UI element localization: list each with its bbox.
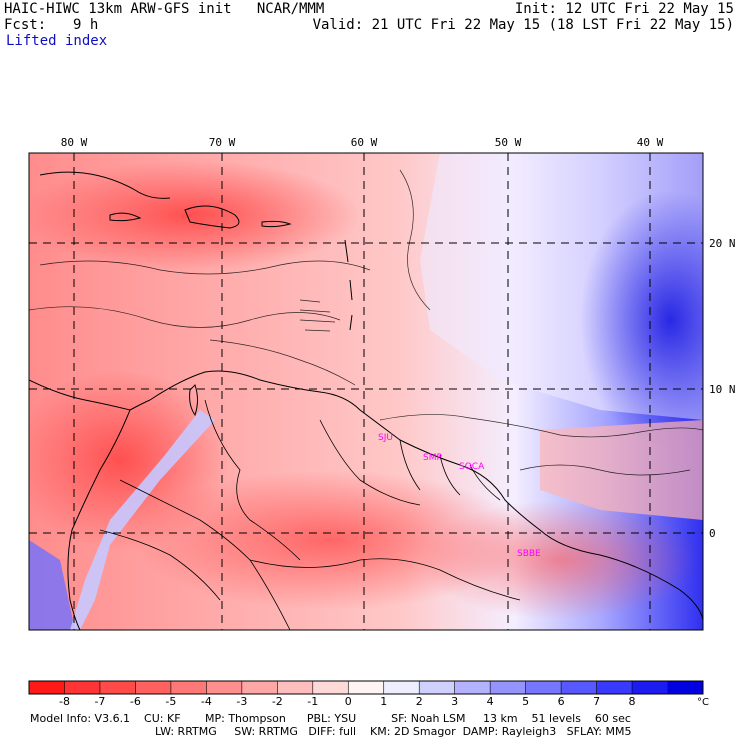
lat-label-10n: 10 N bbox=[709, 383, 736, 396]
colorbar-swatch bbox=[454, 681, 491, 694]
colorbar-tick-label: -4 bbox=[201, 695, 212, 708]
colorbar: -8 -7 -6 -5 -4 -3 -2 -1 0 1 2 3 4 5 6 7 8 bbox=[28, 680, 704, 708]
colorbar-swatch bbox=[170, 681, 207, 694]
colorbar-tick-label: 8 bbox=[629, 695, 636, 708]
colorbar-tick-label: -1 bbox=[307, 695, 318, 708]
colorbar-swatch bbox=[561, 681, 598, 694]
station-sju: SJU bbox=[378, 433, 393, 443]
forecast-label: Fcst: bbox=[4, 17, 47, 33]
field-name: Lifted index bbox=[6, 33, 108, 49]
colorbar-frame bbox=[28, 680, 704, 695]
lon-label-50w: 50 W bbox=[495, 136, 522, 149]
model-title: HAIC-HIWC 13km ARW-GFS init NCAR/MMM bbox=[4, 1, 325, 17]
colorbar-swatch bbox=[632, 681, 669, 694]
colorbar-swatch bbox=[348, 681, 385, 694]
colorbar-swatch bbox=[312, 681, 349, 694]
country-borders bbox=[99, 399, 521, 630]
map-frame bbox=[28, 152, 704, 631]
colorbar-swatch bbox=[135, 681, 172, 694]
colorbar-tick-label: 0 bbox=[345, 695, 352, 708]
colorbar-swatch bbox=[241, 681, 278, 694]
colorbar-tick-label: -6 bbox=[130, 695, 141, 708]
colorbar-tick-label: -7 bbox=[94, 695, 105, 708]
colorbar-tick-label: 7 bbox=[593, 695, 600, 708]
coastlines bbox=[29, 171, 703, 630]
colorbar-swatch bbox=[419, 681, 456, 694]
lon-label-60w: 60 W bbox=[351, 136, 378, 149]
colorbar-tick-label: -2 bbox=[272, 695, 283, 708]
station-soca: SOCA bbox=[459, 462, 485, 472]
colorbar-tick-label: -8 bbox=[59, 695, 70, 708]
colorbar-swatch bbox=[29, 681, 65, 694]
valid-time: Valid: 21 UTC Fri 22 May 15 (18 LST Fri … bbox=[312, 17, 734, 33]
colorbar-swatch bbox=[64, 681, 101, 694]
field-shading bbox=[29, 153, 703, 630]
lon-label-80w: 80 W bbox=[61, 136, 88, 149]
colorbar-swatch bbox=[596, 681, 633, 694]
li-contours bbox=[29, 169, 703, 476]
colorbar-swatch bbox=[383, 681, 420, 694]
colorbar-unit: °C bbox=[697, 697, 709, 708]
station-smp: SMP bbox=[423, 453, 442, 463]
model-info-line1: Model Info: V3.6.1 CU: KF MP: Thompson P… bbox=[30, 712, 631, 725]
forecast-hour: 9 h bbox=[73, 17, 99, 33]
colorbar-tick-label: 2 bbox=[416, 695, 423, 708]
colorbar-tick-label: -5 bbox=[165, 695, 176, 708]
colorbar-tick-label: 4 bbox=[487, 695, 494, 708]
graticule bbox=[29, 153, 703, 630]
colorbar-tick-label: 3 bbox=[451, 695, 458, 708]
colorbar-tick-label: 5 bbox=[522, 695, 529, 708]
colorbar-tick-label: 6 bbox=[558, 695, 565, 708]
colorbar-tick-label: -3 bbox=[236, 695, 247, 708]
lon-label-40w: 40 W bbox=[637, 136, 664, 149]
colorbar-swatch bbox=[490, 681, 527, 694]
model-info-line2: LW: RRTMG SW: RRTMG DIFF: full KM: 2D Sm… bbox=[155, 725, 632, 738]
colorbar-swatch bbox=[277, 681, 314, 694]
colorbar-tick-label: 1 bbox=[380, 695, 387, 708]
lat-label-20n: 20 N bbox=[709, 237, 736, 250]
colorbar-swatch bbox=[667, 681, 704, 694]
colorbar-swatch bbox=[99, 681, 136, 694]
colorbar-swatch bbox=[206, 681, 243, 694]
lat-label-0: 0 bbox=[709, 527, 716, 540]
init-time: Init: 12 UTC Fri 22 May 15 bbox=[514, 1, 734, 17]
lon-label-70w: 70 W bbox=[209, 136, 236, 149]
colorbar-swatch bbox=[525, 681, 562, 694]
station-sbbe: SBBE bbox=[517, 549, 541, 559]
